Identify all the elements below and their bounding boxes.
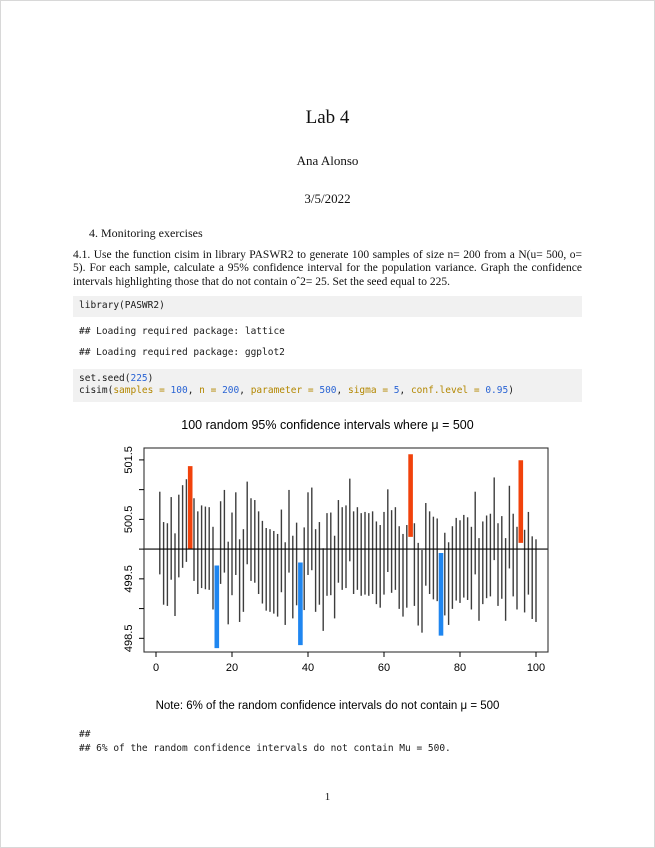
final-output-summary: ## 6% of the random confidence intervals…	[73, 743, 582, 756]
code-block-library: library(PASWR2)	[73, 296, 582, 317]
chart-title: 100 random 95% confidence intervals wher…	[181, 417, 474, 432]
code-token-plain: ,	[399, 385, 411, 397]
page-content: Lab 4 Ana Alonso 3/5/2022 4. Monitoring …	[73, 107, 582, 756]
x-axis-tick-label: 20	[225, 662, 237, 674]
document-title: Lab 4	[305, 107, 350, 128]
ci-chart: 498.5 499.5 500.5 501.5 0 20 40 60 80 100	[123, 446, 549, 674]
code-token-num: 200	[222, 385, 240, 397]
code-token-arg: n	[199, 385, 205, 397]
code-output-ggplot2: ## Loading required package: ggplot2	[73, 347, 582, 360]
code-token-arg: samples	[113, 385, 154, 397]
code-token-num: 225	[130, 372, 148, 384]
code-token-plain: cisim(	[79, 385, 114, 397]
x-axis-tick-label: 40	[301, 662, 313, 674]
section-list-item: 4. Monitoring exercises	[89, 226, 203, 240]
x-axis-tick-label: 80	[453, 662, 465, 674]
code-token-plain: set.seed(	[79, 372, 131, 384]
code-token-plain: ,	[336, 385, 348, 397]
exercise-paragraph: 4.1. Use the function cisim in library P…	[73, 249, 582, 288]
code-token-plain: ,	[187, 385, 200, 397]
code-token-plain: )	[147, 372, 154, 384]
y-axis-tick-label: 501.5	[123, 446, 135, 474]
code-output-lattice: ## Loading required package: lattice	[73, 325, 582, 339]
code-token-arg: =	[204, 385, 223, 397]
code-token-num: 100	[170, 385, 188, 397]
code-token-arg: =	[376, 385, 394, 397]
code-token-plain: ,	[239, 385, 251, 397]
final-output-hash: ##	[73, 728, 582, 742]
code-line-set-seed: set.seed(225)	[79, 373, 153, 384]
code-token-arg: =	[468, 385, 486, 397]
y-axis-tick-label: 500.5	[123, 505, 135, 533]
chart-note: Note: 6% of the random confidence interv…	[155, 699, 500, 712]
code-token-arg: =	[153, 385, 171, 397]
code-token-plain: )	[508, 385, 514, 397]
code-line-cisim: cisim(samples = 100, n = 200, parameter …	[79, 385, 514, 396]
y-axis-tick-label: 498.5	[123, 624, 135, 652]
code-token-arg: conf.level	[410, 385, 469, 397]
code-token-num: 500	[319, 385, 337, 397]
document-date: 3/5/2022	[304, 191, 351, 206]
code-block-cisim: set.seed(225) cisim(samples = 100, n = 2…	[73, 368, 582, 402]
code-token-arg: parameter	[250, 385, 303, 397]
code-token-arg: =	[302, 385, 320, 397]
x-axis-tick-label: 100	[526, 662, 544, 674]
page-number: 1	[324, 791, 331, 803]
code-token-num: 0.95	[485, 385, 509, 397]
confidence-interval-figure: 100 random 95% confidence intervals wher…	[73, 418, 582, 712]
x-axis-tick-label: 0	[152, 662, 158, 674]
code-token-num: 5	[393, 385, 400, 397]
document-author: Ana Alonso	[296, 153, 359, 168]
y-axis-tick-label: 499.5	[123, 565, 135, 593]
code-token-arg: sigma	[347, 385, 377, 397]
x-axis-tick-label: 60	[377, 662, 389, 674]
